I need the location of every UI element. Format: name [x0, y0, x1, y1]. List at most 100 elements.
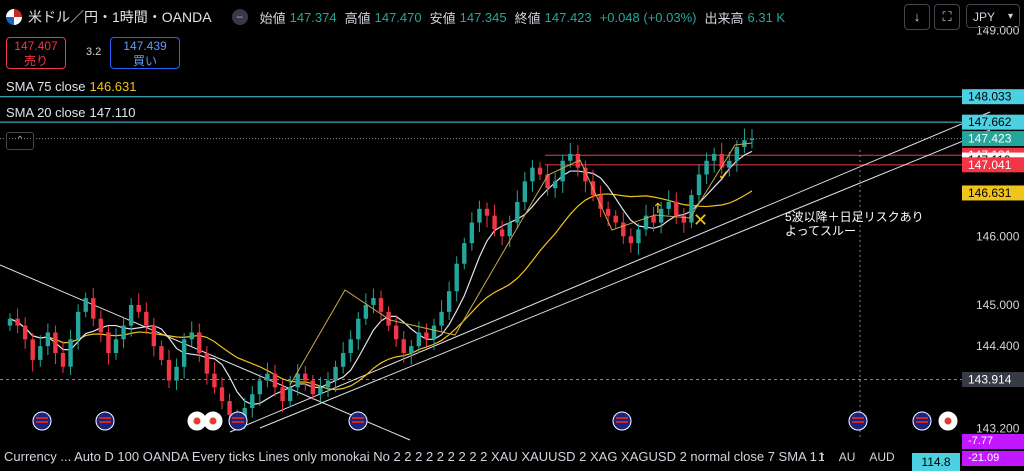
annotation-line2: よってスルー — [785, 224, 857, 238]
candle-body — [265, 373, 270, 381]
extra-label-3: AUD — [869, 450, 895, 464]
ohlc-value: 6.31 K — [747, 9, 786, 25]
wave-lines — [289, 142, 753, 386]
candle-body — [378, 298, 384, 312]
y-tick-label: 144.400 — [976, 339, 1020, 353]
candle-body — [75, 311, 81, 340]
candle-body — [393, 325, 399, 340]
candle-body — [340, 353, 346, 367]
sma75-value: 146.631 — [89, 79, 137, 94]
y-tick-label: 145.000 — [976, 298, 1020, 312]
candle-body — [454, 263, 459, 292]
candle-body — [704, 160, 709, 175]
candle-body — [499, 229, 505, 237]
candle-body — [212, 373, 217, 388]
annotation-line1: 5波以降＋日足リスクあり — [785, 210, 924, 224]
sma75-line — [9, 190, 753, 391]
sell-label: 売り — [23, 54, 48, 68]
candle-body — [83, 298, 88, 312]
symbol-title[interactable]: 米ドル／円・1時間・OANDA — [28, 9, 212, 25]
flag-stripe — [852, 417, 864, 419]
jp-flag-dot — [193, 417, 201, 425]
candle-body — [416, 332, 422, 347]
candle-body — [734, 147, 740, 161]
flag-stripe — [352, 421, 364, 423]
trend-line-upper — [229, 111, 991, 433]
flag-stripe — [916, 421, 928, 423]
extra-labels: 1 AU AUD — [818, 450, 909, 464]
candle-body — [348, 339, 353, 354]
price-label-low-2: -21.09 — [962, 451, 1024, 466]
price-label-text: 147.662 — [968, 115, 1012, 129]
candle-body — [91, 298, 96, 319]
candle-body — [401, 339, 406, 354]
sma20-label: SMA 20 close — [6, 105, 86, 120]
ohlc-label: 出来高 — [704, 10, 744, 26]
candle-body — [189, 332, 194, 340]
currency-value: JPY — [973, 10, 996, 24]
fullscreen-icon[interactable]: ⛶ — [934, 4, 960, 30]
candle-body — [522, 181, 528, 202]
ohlc-value: 147.374 — [289, 9, 337, 25]
sma75-path — [9, 190, 753, 391]
candle-body — [181, 339, 187, 367]
sell-button[interactable]: 147.407 売り — [6, 37, 66, 69]
candle-body — [727, 160, 732, 168]
y-tick-label: 146.000 — [976, 229, 1020, 243]
candle-body — [537, 167, 543, 175]
wave-polyline — [289, 142, 753, 386]
extra-value-badge: 114.8 — [912, 453, 960, 471]
download-icon[interactable]: ↓ — [904, 4, 930, 30]
markers: ✕ ↑ ✓ — [652, 168, 730, 231]
candle-body — [250, 394, 255, 408]
price-label-bg — [962, 114, 1024, 130]
candle-body — [22, 325, 28, 340]
sma75-legend[interactable]: SMA 75 close 146.631 — [6, 79, 137, 94]
indicator-status-bar: Currency ... Auto D 100 OANDA Every tick… — [0, 442, 960, 471]
candle-body — [333, 366, 338, 381]
currency-select[interactable]: JPY ▾ — [966, 4, 1020, 28]
sma20-legend[interactable]: SMA 20 close 147.110 — [6, 105, 136, 120]
candle-body — [749, 138, 755, 141]
candle-body — [159, 346, 164, 360]
jp-flag-dot — [209, 417, 217, 425]
status-text: Currency ... Auto D 100 OANDA Every tick… — [4, 449, 825, 464]
candle-body — [60, 353, 66, 367]
candle-body — [560, 160, 565, 182]
flag-stripe — [852, 421, 864, 423]
chevron-up-icon[interactable]: ⌃ — [6, 132, 34, 150]
jp-flag-dot — [944, 417, 952, 425]
buy-button[interactable]: 147.439 買い — [110, 37, 180, 69]
candle-body — [583, 167, 588, 182]
candle-body — [371, 298, 376, 305]
price-axis: 149.000 146.000 145.000 144.400 143.200 148.0… — [962, 23, 1024, 436]
trend-lines — [0, 111, 991, 441]
candle-body — [128, 304, 134, 326]
candle-body — [424, 332, 429, 340]
price-label-text: 143.914 — [968, 373, 1012, 387]
trend-line-down — [0, 264, 411, 441]
buy-label: 買い — [132, 54, 157, 68]
ohlc-label: 終値 — [514, 10, 541, 26]
price-label-bg — [962, 131, 1024, 147]
chevron-down-icon: ▾ — [1007, 11, 1013, 22]
spread-value: 3.2 — [86, 46, 102, 58]
chart-annotation: 5波以降＋日足リスクあり よってスルー — [785, 210, 924, 238]
candle-body — [174, 366, 179, 381]
candle-body — [681, 215, 687, 223]
price-label-text: 147.041 — [968, 158, 1012, 172]
candle-body — [689, 195, 694, 223]
ohlc-label: 安値 — [429, 10, 456, 26]
candle-body — [598, 195, 603, 209]
ohlc-value: 147.470 — [374, 9, 422, 25]
candle-body — [643, 215, 649, 230]
candle-body — [431, 325, 437, 340]
sma20-path — [9, 150, 753, 406]
price-label-bg — [962, 157, 1024, 173]
collapse-icon[interactable]: − — [231, 9, 248, 25]
usd-jpy-flag-icon — [6, 9, 22, 25]
trend-line-lower — [259, 129, 991, 429]
price-label-text: 146.631 — [968, 186, 1012, 200]
ohlc-value: +0.048 (+0.03%) — [599, 9, 697, 25]
